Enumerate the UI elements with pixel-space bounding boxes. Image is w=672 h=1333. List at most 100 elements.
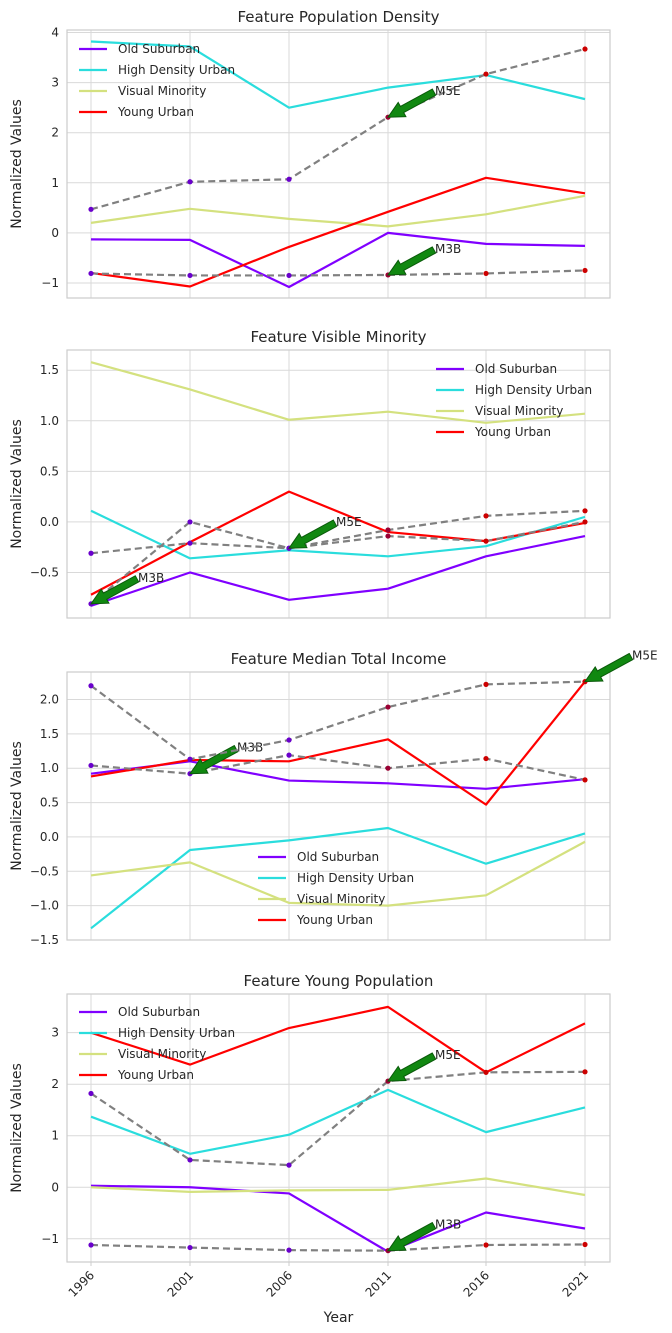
y-tick-label: 0 [51,226,59,240]
series-line-high-density-urban [90,1088,586,1155]
plot-frame [66,349,611,619]
y-tick-label: 1.0 [40,761,59,775]
trajectory-point [582,46,588,52]
chart-panel-3: −1.5 −1.0 −0.5 0.0 0.5 1.0 1.5 2.0 Feature Media… [9,649,658,947]
y-axis-label: Normalized Values [9,741,25,871]
trajectory-point [385,533,391,539]
trajectory-point [187,519,193,525]
legend-label: High Density Urban [118,1026,235,1040]
y-tick-label: −0.5 [30,565,59,579]
series-line-visual-minority [90,194,586,228]
trajectory-line [90,754,586,781]
trajectory-point [88,270,94,277]
annotation-label: M5E [632,649,658,663]
trajectory-point [88,550,94,556]
y-tick-label: 0.5 [40,796,59,810]
trajectory-point [483,71,489,77]
y-axis-label: Normalized Values [9,419,25,549]
series-line-high-density-urban [90,826,586,930]
trajectory-point [483,1069,489,1075]
series-line-old-suburban [90,231,586,289]
y-tick-label: 1 [51,176,59,190]
annotation-arrow [584,652,634,683]
legend-label: Young Urban [117,105,194,119]
trajectory-point [187,1157,193,1163]
trajectory-line [90,680,586,761]
plot-frame [66,29,611,299]
y-tick-label: 0 [51,1180,59,1194]
y-tick-label: 3 [51,76,59,90]
trajectory-point [88,1242,94,1248]
legend-label: Visual Minority [475,404,563,418]
trajectory-point [483,513,489,519]
trajectory-point [483,270,489,277]
y-tick-label: 1.0 [40,414,59,428]
annotation-label: M3B [237,741,263,755]
annotation-arrow [288,519,338,549]
chart-title: Feature Visible Minority [250,328,426,346]
plot-frame [66,993,611,1263]
trajectory-line [90,1243,586,1252]
chart-title: Feature Median Total Income [231,650,447,668]
trajectory-point [286,737,292,743]
annotation-arrow [387,246,437,276]
series-line-old-suburban [90,1184,586,1253]
y-tick-label: 1.5 [40,727,59,741]
legend-label: Old Suburban [297,850,379,864]
y-tick-label: 0.0 [40,515,59,529]
legend-label: Old Suburban [475,362,557,376]
y-tick-label: −1.0 [30,899,59,913]
trajectory-point [88,1090,94,1097]
annotation-label: M5E [435,1048,461,1062]
trajectory-line [90,520,586,555]
trajectory-point [187,1244,193,1251]
annotation-label: M3B [435,242,461,256]
y-tick-label: 4 [51,26,59,40]
trajectory-line [90,47,586,211]
legend-label: Old Suburban [118,1005,200,1019]
annotation-label: M5E [336,515,362,529]
trajectory-point [483,538,489,544]
series-line-high-density-urban [90,40,586,109]
y-tick-label: 1.5 [40,363,59,377]
legend: Old Suburban High Density Urban Visual Min… [258,850,414,927]
trajectory-point [286,272,292,279]
trajectory-line [90,1070,586,1167]
legend-label: Visual Minority [297,892,385,906]
trajectory-point [385,527,391,533]
trajectory-point [187,179,193,185]
y-axis-label: Normalized Values [9,1063,25,1193]
trajectory-point [187,540,193,546]
trajectory-point [483,1242,489,1248]
trajectory-line [90,509,586,605]
trajectory-point [286,176,292,182]
trajectory-point [385,765,391,771]
trajectory-point [582,1241,588,1248]
series-line-young-urban [90,176,586,288]
trajectory-point [582,508,588,514]
annotation-label: M3B [435,1218,461,1232]
legend-label: High Density Urban [475,383,592,397]
x-tick-label: 2011 [363,1268,394,1299]
trajectory-point [286,1247,292,1253]
y-tick-label: −1 [41,1232,59,1246]
legend-label: Visual Minority [118,84,206,98]
x-tick-label: 1996 [66,1268,97,1299]
series-line-visual-minority [90,840,586,907]
trajectory-point [582,777,588,783]
trajectory-point [582,1069,588,1075]
x-axis-label: Year [323,1310,354,1326]
legend-label: Visual Minority [118,1047,206,1061]
legend: Old Suburban High Density Urban Visual Min… [79,42,235,119]
y-tick-label: 0.0 [40,830,59,844]
legend-label: High Density Urban [297,871,414,885]
y-tick-label: −1.5 [30,933,59,947]
trajectory-line [90,269,586,277]
trajectory-point [483,755,489,762]
legend-label: Young Urban [296,913,373,927]
chart-title: Feature Young Population [244,972,434,990]
y-axis-label: Normalized Values [9,99,25,229]
trajectory-point [88,762,94,769]
y-tick-label: 0.5 [40,464,59,478]
trajectory-point [187,756,193,762]
